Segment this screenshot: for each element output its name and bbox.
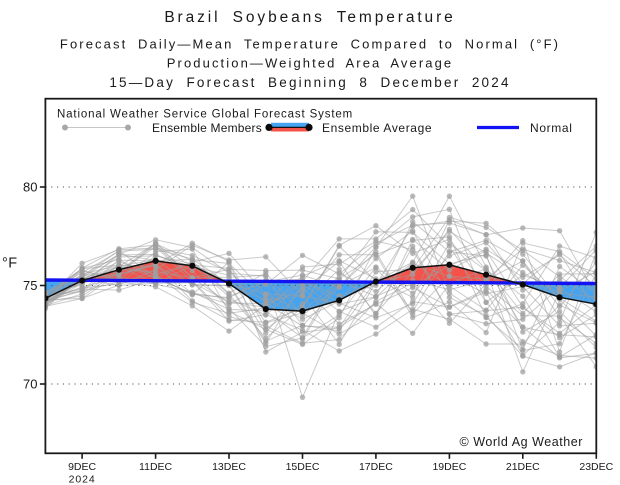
- svg-text:Brazil Soybeans Temperature: Brazil Soybeans Temperature: [164, 9, 455, 26]
- svg-text:70: 70: [23, 377, 37, 392]
- svg-text:21DEC: 21DEC: [506, 461, 540, 473]
- svg-text:23DEC: 23DEC: [579, 461, 613, 473]
- svg-text:15DEC: 15DEC: [286, 461, 320, 473]
- svg-text:°F: °F: [2, 256, 18, 272]
- svg-text:17DEC: 17DEC: [359, 461, 393, 473]
- svg-text:© World Ag Weather: © World Ag Weather: [459, 435, 583, 449]
- svg-text:Forecast Daily—Mean Temperatur: Forecast Daily—Mean Temperature Compared…: [60, 37, 560, 52]
- svg-text:11DEC: 11DEC: [139, 461, 172, 473]
- svg-text:19DEC: 19DEC: [432, 461, 466, 473]
- svg-text:2024: 2024: [69, 474, 96, 485]
- svg-text:Normal: Normal: [530, 121, 573, 135]
- svg-text:75: 75: [23, 278, 37, 293]
- svg-text:15—Day Forecast Beginning 8 De: 15—Day Forecast Beginning 8 December 202…: [109, 75, 510, 90]
- svg-text:80: 80: [23, 180, 37, 195]
- svg-text:National Weather Service Globa: National Weather Service Global Forecast…: [57, 109, 353, 121]
- svg-text:Production—Weighted Area Avera: Production—Weighted Area Average: [167, 56, 453, 71]
- svg-text:13DEC: 13DEC: [212, 461, 246, 473]
- svg-text:Ensemble Average: Ensemble Average: [322, 121, 432, 135]
- svg-text:9DEC: 9DEC: [68, 461, 96, 473]
- svg-text:Ensemble Members: Ensemble Members: [152, 121, 262, 135]
